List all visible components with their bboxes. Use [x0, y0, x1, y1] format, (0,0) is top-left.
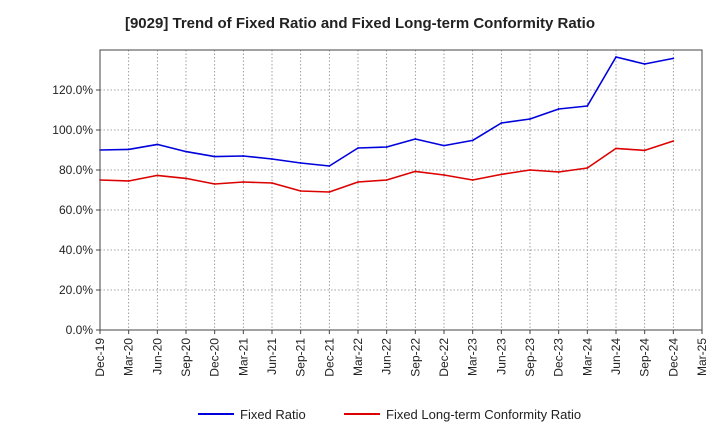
x-tick-label: Dec-22 [437, 338, 451, 377]
x-tick-label: Mar-21 [236, 338, 250, 376]
x-tick-label: Sep-23 [523, 338, 537, 377]
series-point-1 [586, 167, 589, 169]
series-point-0 [500, 122, 503, 124]
x-tick-label: Dec-19 [93, 338, 107, 377]
y-tick-label: 80.0% [59, 163, 93, 177]
series-point-0 [557, 108, 560, 110]
x-tick-label: Jun-21 [265, 338, 279, 375]
grid-lines [100, 50, 702, 330]
series-point-0 [357, 147, 359, 149]
series-group [99, 56, 675, 193]
y-tick-label: 40.0% [59, 243, 93, 257]
series-point-0 [471, 139, 474, 142]
x-tick-label: Dec-20 [208, 338, 222, 377]
x-tick-label: Mar-24 [580, 338, 594, 376]
legend-label-0: Fixed Ratio [240, 407, 306, 422]
plot-frame [99, 49, 703, 331]
x-tick-label: Jun-23 [494, 338, 508, 375]
series-point-1 [385, 179, 388, 181]
series-point-1 [213, 183, 216, 185]
x-tick-label: Dec-21 [322, 338, 336, 377]
series-point-0 [443, 144, 445, 147]
y-tick-label: 120.0% [52, 83, 93, 97]
series-point-1 [414, 170, 417, 173]
series-point-0 [615, 56, 617, 58]
series-point-1 [127, 180, 130, 182]
series-point-1 [500, 173, 503, 176]
series-point-1 [557, 171, 560, 173]
series-point-1 [471, 179, 474, 181]
x-tick-label: Dec-24 [666, 338, 680, 377]
series-point-0 [643, 63, 646, 65]
x-tick-label: Sep-22 [408, 338, 422, 377]
series-point-1 [185, 177, 187, 180]
x-tick-label: Sep-24 [638, 338, 652, 377]
series-point-0 [299, 162, 302, 164]
series-point-1 [443, 174, 445, 176]
x-tick-label: Jun-20 [150, 338, 164, 375]
series-point-0 [127, 148, 130, 151]
series-point-1 [672, 140, 675, 142]
x-tick-label: Jun-22 [380, 338, 394, 375]
series-point-0 [213, 155, 216, 158]
y-axis: 0.0% 20.0% 40.0% 60.0% 80.0% 100.0% 120.0% [52, 83, 100, 337]
y-tick-label: 20.0% [59, 283, 93, 297]
chart-title: [9029] Trend of Fixed Ratio and Fixed Lo… [124, 15, 596, 32]
series-point-0 [529, 118, 531, 120]
series-point-1 [643, 149, 646, 152]
series-point-0 [328, 165, 331, 167]
series-point-0 [156, 143, 159, 146]
x-tick-label: Mar-22 [351, 338, 365, 376]
series-point-1 [299, 190, 302, 192]
x-axis: Dec-19 Mar-20 Jun-20 Sep-20 Dec-20 Mar-21 Jun-… [93, 330, 709, 377]
series-point-0 [586, 105, 589, 107]
legend: Fixed Ratio Fixed Long-term Conformity Ra… [198, 407, 581, 422]
legend-label-1: Fixed Long-term Conformity Ratio [386, 407, 581, 422]
x-tick-label: Jun-24 [609, 338, 623, 375]
series-point-0 [185, 150, 187, 153]
series-point-1 [242, 181, 245, 183]
series-point-1 [357, 181, 359, 183]
series-point-0 [414, 138, 417, 140]
x-tick-label: Sep-20 [179, 338, 193, 377]
series-point-1 [271, 182, 273, 184]
plot-area [100, 50, 702, 330]
x-tick-label: Mar-20 [122, 338, 136, 376]
x-tick-label: Sep-21 [294, 338, 308, 377]
x-tick-label: Mar-23 [466, 338, 480, 376]
series-point-1 [529, 169, 531, 171]
series-point-1 [328, 191, 331, 193]
y-tick-label: 100.0% [52, 123, 93, 137]
x-tick-label: Dec-23 [552, 338, 566, 377]
y-tick-label: 60.0% [59, 203, 93, 217]
series-point-0 [242, 155, 245, 157]
y-tick-label: 0.0% [66, 323, 94, 337]
series-point-1 [615, 147, 617, 150]
series-point-0 [271, 158, 273, 160]
series-point-1 [156, 174, 159, 177]
series-point-0 [385, 146, 388, 148]
series-point-0 [672, 57, 675, 60]
x-tick-label: Mar-25 [695, 338, 709, 376]
